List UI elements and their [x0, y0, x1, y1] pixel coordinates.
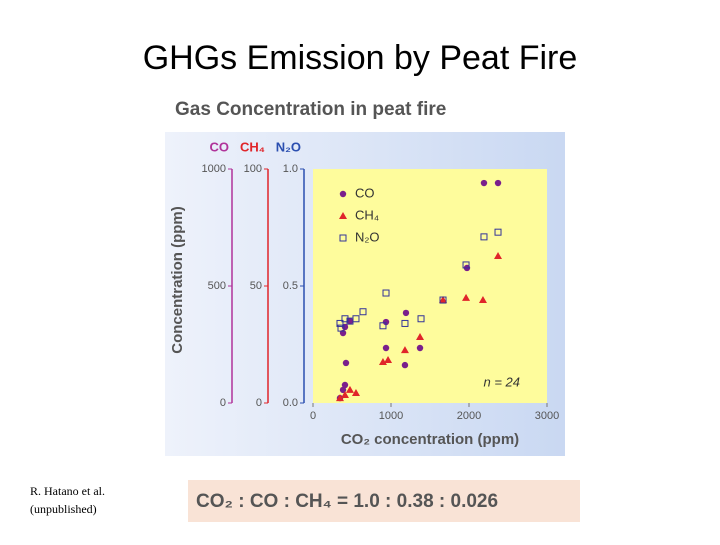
data-point [379, 322, 387, 330]
data-point [378, 358, 387, 366]
data-point [478, 296, 487, 304]
x-tick-label: 3000 [535, 410, 559, 422]
y-tick-label: 100 [244, 163, 262, 175]
y-tick-label: 0 [220, 397, 226, 409]
y-axis-title: CH₄ [240, 139, 265, 154]
data-point [401, 319, 409, 327]
data-point [480, 233, 488, 241]
data-point [382, 289, 390, 297]
data-point [340, 391, 349, 399]
data-point [359, 308, 367, 316]
citation: R. Hatano et al. [30, 484, 105, 498]
data-point [462, 261, 470, 269]
data-point [439, 296, 447, 304]
slide-title: GHGs Emission by Peat Fire [143, 39, 578, 77]
y-tick-label: 500 [208, 280, 226, 292]
data-point [462, 293, 471, 301]
y-tick-label: 0.0 [283, 397, 298, 409]
data-point [345, 385, 354, 393]
data-point [335, 394, 344, 402]
plot-area [313, 169, 547, 403]
data-point [416, 333, 425, 341]
legend-marker [339, 212, 347, 219]
y-tick-label: 0 [256, 397, 262, 409]
legend-marker [339, 234, 347, 242]
data-point [439, 296, 448, 304]
data-point [382, 344, 390, 352]
y-axis-title: CO [210, 139, 230, 154]
legend-label: CO [355, 185, 375, 200]
y-tick-label: 1.0 [283, 163, 298, 175]
x-axis-label: CO₂ concentration (ppm) [341, 431, 519, 448]
chart-title: Gas Concentration in peat fire [175, 99, 446, 120]
data-point [494, 228, 502, 236]
data-point [400, 346, 409, 354]
formula-box [188, 480, 580, 522]
data-point [401, 361, 409, 369]
data-point [337, 324, 345, 332]
data-point [339, 386, 347, 394]
data-point [480, 179, 488, 187]
data-point [342, 359, 350, 367]
data-point [494, 252, 503, 260]
legend-label: N₂O [355, 229, 380, 244]
legend-label: CH₄ [355, 207, 379, 222]
legend-marker [339, 190, 347, 198]
data-point [352, 315, 360, 323]
data-point [336, 319, 344, 327]
data-point [494, 179, 502, 187]
y-axis-title: N₂O [276, 139, 301, 154]
data-point [341, 315, 349, 323]
x-tick-label: 0 [310, 410, 316, 422]
citation: (unpublished) [30, 502, 97, 516]
y-tick-label: 50 [250, 280, 262, 292]
formula: CO₂ : CO : CH₄ = 1.0 : 0.38 : 0.026 [196, 491, 498, 512]
x-tick-label: 1000 [379, 410, 403, 422]
data-point [382, 318, 390, 326]
y-tick-label: 1000 [202, 163, 226, 175]
x-tick-label: 2000 [457, 410, 481, 422]
data-point [402, 309, 410, 317]
annotation: n = 24 [483, 374, 520, 389]
y-axis-label: Concentration (ppm) [169, 206, 186, 354]
data-point [416, 344, 424, 352]
data-point [341, 381, 349, 389]
y-tick-label: 0.5 [283, 280, 298, 292]
data-point [417, 315, 425, 323]
data-point [384, 355, 393, 363]
data-point [351, 388, 360, 396]
